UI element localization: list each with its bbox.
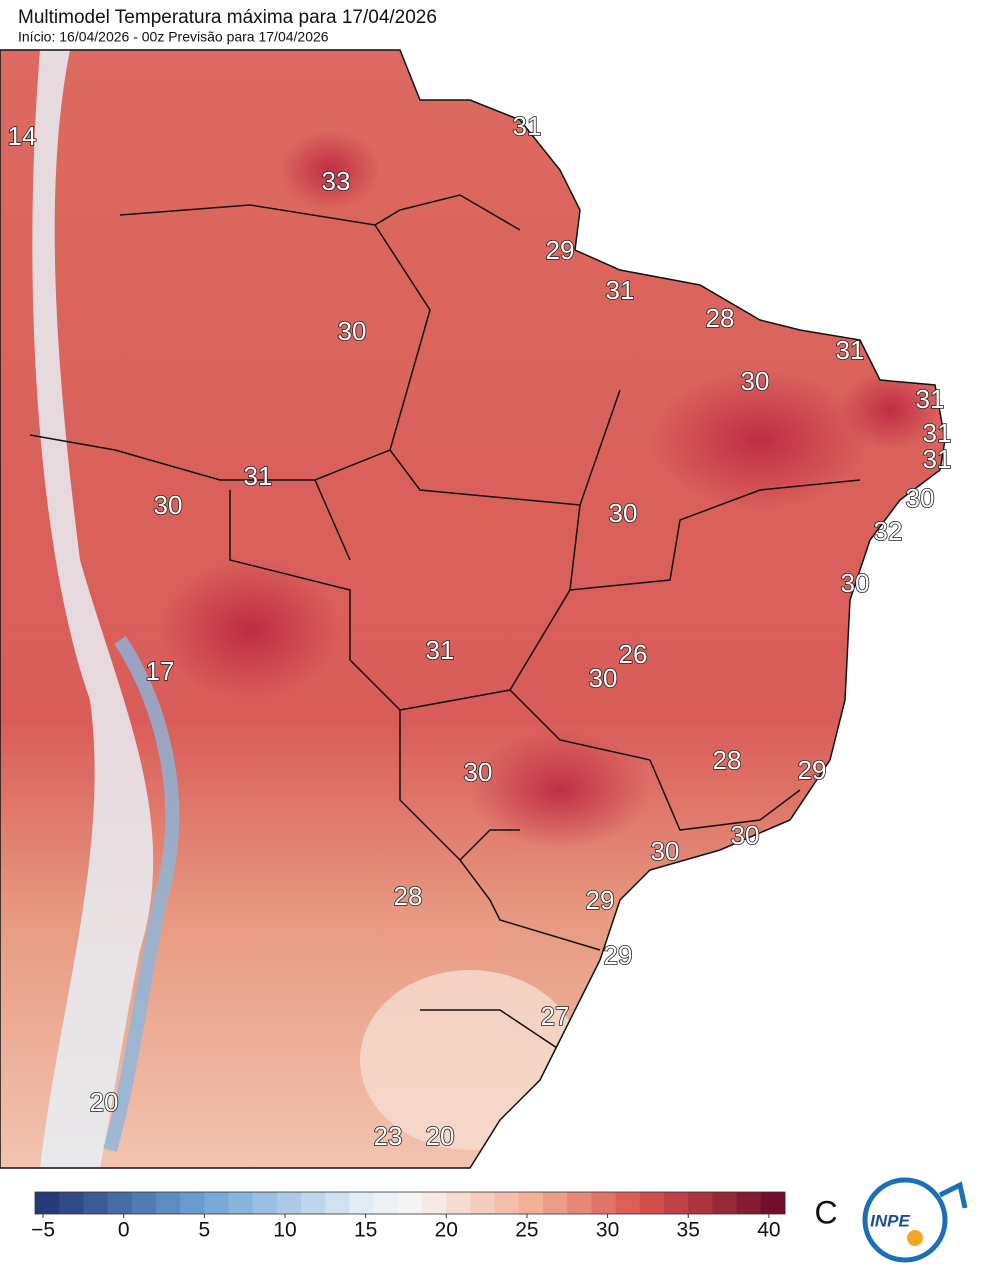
colorbar-segment <box>664 1192 689 1214</box>
colorbar-segment <box>228 1192 254 1214</box>
colorbar-segment <box>107 1192 133 1214</box>
temperature-label: 30 <box>841 568 870 598</box>
colorbar-frame <box>34 1191 786 1215</box>
colorbar-segment <box>204 1192 230 1214</box>
temperature-label: 30 <box>609 498 638 528</box>
temperature-label: 14 <box>8 121 37 151</box>
title: Multimodel Temperatura máxima para 17/04… <box>18 7 437 28</box>
colorbar-segment <box>543 1192 568 1214</box>
temperature-label: 31 <box>244 461 273 491</box>
map <box>0 50 945 1168</box>
temperature-label: 30 <box>464 757 493 787</box>
colorbar-segment <box>494 1192 520 1214</box>
colorbar-tick-label: 40 <box>757 1219 780 1242</box>
colorbar-segment <box>470 1192 496 1214</box>
colorbar-segment <box>712 1192 738 1214</box>
colorbar-segment <box>373 1192 399 1214</box>
colorbar-segment <box>736 1192 762 1214</box>
colorbar-segment <box>567 1192 592 1214</box>
temperature-label: 30 <box>154 490 183 520</box>
colorbar-segment <box>35 1192 60 1214</box>
temperature-label: 30 <box>906 483 935 513</box>
colorbar-segment <box>301 1192 326 1214</box>
colorbar-tick-label: 30 <box>596 1219 619 1242</box>
colorbar-tick-label: 20 <box>435 1219 458 1242</box>
colorbar-tick-label: 5 <box>199 1219 211 1242</box>
temperature-label: 30 <box>338 316 367 346</box>
temperature-label: 29 <box>546 235 575 265</box>
temperature-label: 33 <box>322 166 351 196</box>
colorbar-segment <box>276 1192 302 1214</box>
temperature-label: 23 <box>374 1121 403 1151</box>
colorbar-segment <box>591 1192 617 1214</box>
colorbar-segment <box>760 1192 786 1214</box>
colorbar-segment <box>446 1192 471 1214</box>
temperature-label: 31 <box>606 275 635 305</box>
temperature-label: 28 <box>713 745 742 775</box>
temperature-label: 30 <box>741 366 770 396</box>
colorbar-tick-label: 10 <box>273 1219 296 1242</box>
colorbar-segment <box>180 1192 205 1214</box>
colorbar-tick-label: 0 <box>118 1219 130 1242</box>
colorbar-segment <box>131 1192 157 1214</box>
temperature-label: 30 <box>589 663 618 693</box>
colorbar-tick-label: 15 <box>354 1219 377 1242</box>
temperature-label: 28 <box>394 881 423 911</box>
temperature-label: 29 <box>604 940 633 970</box>
colorbar-segment <box>639 1192 665 1214</box>
temperature-label: 30 <box>731 820 760 850</box>
colorbar-segment <box>325 1192 351 1214</box>
logo: INPE <box>862 1177 968 1263</box>
temperature-label: 30 <box>651 836 680 866</box>
temperature-label: 29 <box>586 885 615 915</box>
colorbar-segment <box>615 1192 641 1214</box>
temperature-label: 20 <box>90 1087 119 1117</box>
colorbar-segment <box>688 1192 713 1214</box>
temperature-label: 32 <box>874 516 903 546</box>
colorbar-segment <box>155 1192 181 1214</box>
colorbar-segment <box>252 1192 278 1214</box>
temperature-label: 31 <box>513 111 542 141</box>
colorbar-segment <box>397 1192 423 1214</box>
temperature-label: 27 <box>541 1001 570 1031</box>
colorbar-segment <box>518 1192 544 1214</box>
temperature-label: 17 <box>146 656 175 686</box>
temperature-label: 31 <box>923 444 952 474</box>
temperature-label: 31 <box>916 384 945 414</box>
colorbar-tick-label: 25 <box>515 1219 538 1242</box>
colorbar-segment <box>59 1192 84 1214</box>
temperature-label: 31 <box>923 418 952 448</box>
colorbar-tick-label: −5 <box>31 1219 55 1242</box>
colorbar-tick-label: 35 <box>677 1219 700 1242</box>
temperature-label: 26 <box>619 639 648 669</box>
temperature-label: 31 <box>836 335 865 365</box>
colorbar-segment <box>349 1192 375 1214</box>
temperature-label: 31 <box>426 635 455 665</box>
colorbar-segment <box>422 1192 447 1214</box>
temperature-label: 20 <box>426 1121 455 1151</box>
unit: C <box>814 1194 837 1230</box>
colorbar-segment <box>83 1192 109 1214</box>
subtitle: Início: 16/04/2026 - 00z Previsão para 1… <box>18 29 329 45</box>
temperature-label: 29 <box>798 755 827 785</box>
logo-text: INPE <box>870 1211 910 1230</box>
temperature-label: 28 <box>706 303 735 333</box>
